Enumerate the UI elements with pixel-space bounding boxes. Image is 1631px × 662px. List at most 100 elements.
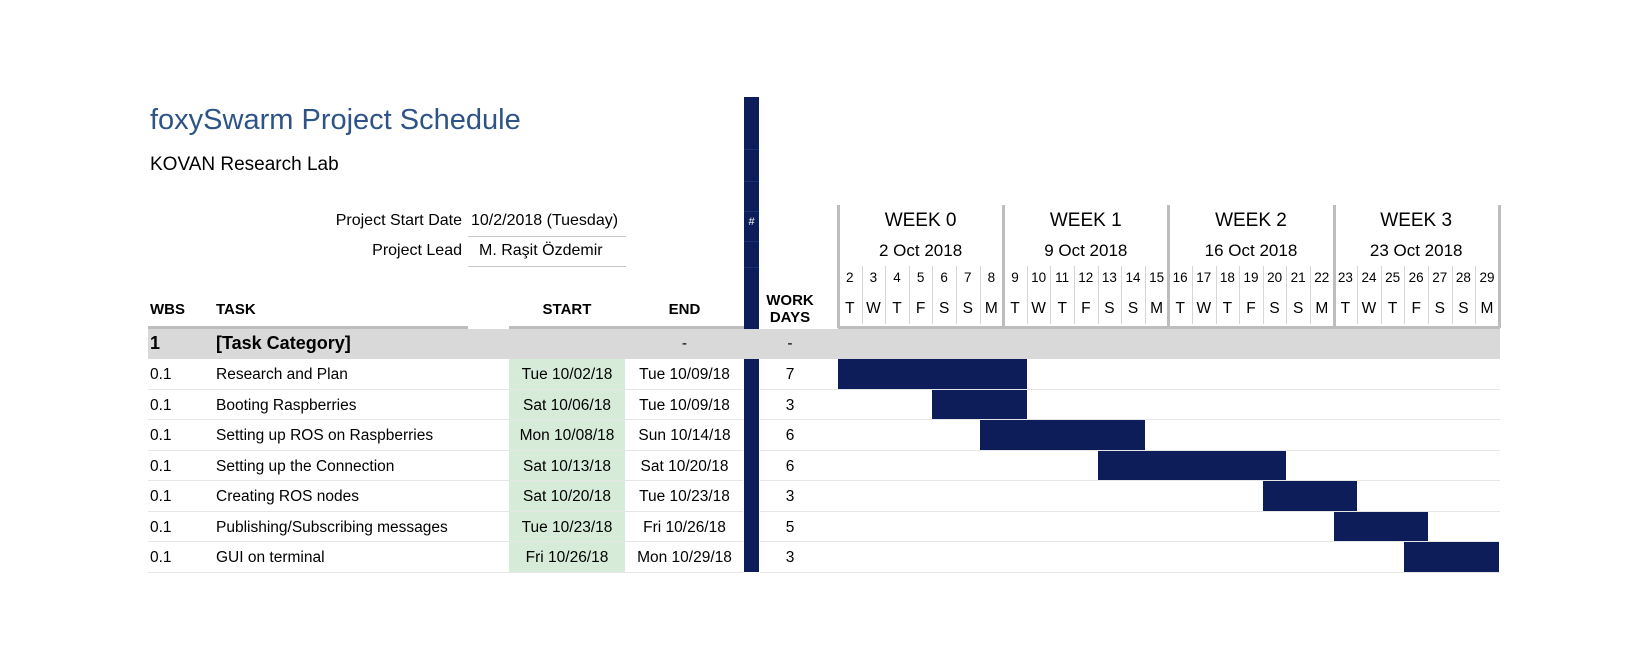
project-start-value[interactable]: 10/2/2018 (Tuesday) — [471, 212, 619, 229]
day-number: 6 — [940, 270, 948, 285]
task-name[interactable]: GUI on terminal — [216, 549, 325, 566]
day-letter: S — [1127, 300, 1139, 317]
task-start-cell[interactable]: Sat 10/20/18 — [509, 481, 625, 511]
week-label: WEEK 3 — [1380, 210, 1453, 231]
row-divider — [148, 541, 743, 542]
task-name[interactable]: Research and Plan — [216, 366, 348, 383]
task-name[interactable]: Setting up ROS on Raspberries — [216, 427, 434, 444]
day-letter: S — [1458, 300, 1469, 317]
gantt-bar — [1404, 542, 1499, 572]
marker-notch — [744, 181, 759, 182]
day-separator — [908, 266, 910, 324]
task-end[interactable]: Tue 10/23/18 — [639, 488, 730, 505]
day-separator — [979, 266, 981, 324]
day-number: 4 — [893, 270, 901, 285]
day-letter: T — [1387, 300, 1398, 317]
day-separator — [1380, 266, 1382, 324]
column-header-wbs: WBS — [150, 301, 185, 318]
column-header-end: END — [668, 301, 701, 318]
task-wbs: 0.1 — [150, 457, 172, 475]
day-separator — [1239, 266, 1241, 324]
header-underline-left — [148, 326, 468, 329]
day-letter: M — [1150, 300, 1164, 317]
task-start: Sat 10/06/18 — [523, 396, 611, 414]
task-start-cell[interactable]: Sat 10/13/18 — [509, 450, 625, 480]
week-label: WEEK 2 — [1215, 210, 1287, 231]
task-start-cell[interactable]: Fri 10/26/18 — [509, 542, 625, 572]
task-start: Tue 10/23/18 — [521, 518, 613, 536]
day-number: 10 — [1031, 270, 1047, 285]
day-number: 3 — [869, 270, 878, 285]
task-end[interactable]: Mon 10/29/18 — [637, 549, 732, 566]
day-number: 22 — [1314, 270, 1330, 285]
task-work-days: 3 — [785, 396, 795, 414]
task-start-cell[interactable]: Sat 10/06/18 — [509, 389, 625, 419]
task-start: Sat 10/20/18 — [523, 488, 611, 505]
category-name[interactable]: [Task Category] — [216, 333, 351, 353]
day-separator — [1451, 266, 1453, 324]
day-letter: S — [1269, 300, 1280, 317]
page-subtitle: KOVAN Research Lab — [150, 154, 339, 175]
row-divider — [760, 388, 1500, 390]
day-separator — [1404, 266, 1406, 324]
day-number: 19 — [1243, 270, 1259, 285]
day-letter: F — [1411, 300, 1421, 317]
day-separator — [1262, 266, 1264, 324]
task-name[interactable]: Booting Raspberries — [216, 396, 357, 414]
day-separator — [1428, 266, 1429, 324]
row-divider — [760, 480, 1500, 481]
task-end[interactable]: Sun 10/14/18 — [638, 427, 731, 444]
task-start: Tue 10/02/18 — [521, 366, 613, 383]
week-date: 2 Oct 2018 — [879, 241, 963, 260]
task-start-cell[interactable]: Tue 10/23/18 — [509, 511, 625, 541]
task-end[interactable]: Tue 10/09/18 — [639, 366, 730, 383]
gantt-bar — [1333, 511, 1428, 541]
day-separator — [1215, 266, 1217, 324]
gantt-bar — [1097, 450, 1287, 480]
task-name[interactable]: Creating ROS nodes — [216, 488, 360, 505]
column-header-task: TASK — [216, 301, 256, 318]
day-number: 24 — [1361, 270, 1377, 285]
task-name[interactable]: Publishing/Subscribing messages — [216, 518, 448, 536]
day-letter: T — [1057, 300, 1067, 317]
day-letter: T — [1222, 300, 1233, 317]
marker-notch — [744, 211, 759, 212]
row-divider — [148, 571, 743, 573]
gantt-bar — [979, 420, 1145, 450]
row-divider — [148, 449, 743, 451]
task-end[interactable]: Fri 10/26/18 — [643, 518, 726, 536]
marker-notch — [744, 267, 759, 268]
day-number: 15 — [1149, 270, 1165, 285]
page-title: foxySwarm Project Schedule — [150, 104, 521, 136]
day-number: 28 — [1455, 270, 1471, 285]
day-letter: S — [939, 300, 950, 317]
day-number: 8 — [987, 270, 996, 285]
day-number: 5 — [916, 270, 925, 285]
category-wbs: 1 — [150, 333, 161, 353]
task-wbs: 0.1 — [150, 549, 172, 566]
task-start: Fri 10/26/18 — [525, 549, 609, 566]
task-work-days: 6 — [785, 427, 795, 444]
day-number: 12 — [1078, 270, 1094, 285]
day-letter: F — [1246, 300, 1256, 317]
day-letter: W — [866, 300, 881, 317]
task-start-cell[interactable]: Mon 10/08/18 — [509, 420, 625, 450]
row-divider — [148, 419, 743, 420]
project-lead-underline — [468, 266, 626, 267]
task-wbs: 0.1 — [150, 488, 172, 505]
day-number: 20 — [1267, 270, 1283, 285]
project-lead-value[interactable]: M. Raşit Özdemir — [479, 242, 603, 259]
task-end[interactable]: Tue 10/09/18 — [639, 396, 730, 414]
task-end[interactable]: Sat 10/20/18 — [640, 457, 729, 475]
day-letter: W — [1031, 300, 1046, 317]
day-separator — [1074, 266, 1075, 324]
task-work-days: 6 — [785, 457, 795, 475]
category-row — [148, 329, 1500, 359]
day-letter: M — [1480, 300, 1494, 317]
week-separator — [837, 205, 840, 328]
task-start-cell[interactable]: Tue 10/02/18 — [509, 359, 625, 389]
day-letter: T — [1175, 300, 1185, 317]
day-separator — [861, 266, 863, 324]
day-separator — [1357, 266, 1359, 324]
task-name[interactable]: Setting up the Connection — [216, 457, 395, 475]
